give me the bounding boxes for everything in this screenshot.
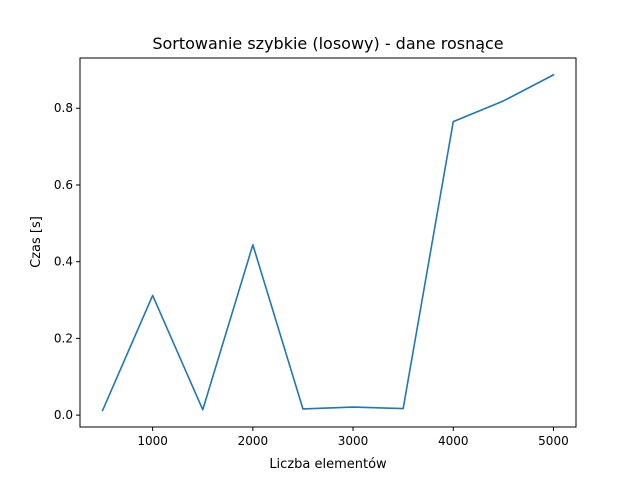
y-tick-label: 0.4 [54,255,73,269]
x-axis-label: Liczba elementów [269,457,387,472]
series-line [101,73,555,412]
y-tick-label: 0.6 [54,178,73,192]
x-axis: 1000 2000 3000 4000 5000 [137,427,569,448]
series-layer [101,73,555,412]
y-tick-label: 0.8 [54,101,73,115]
y-axis-label: Czas [s] [29,216,44,268]
x-tick-label: 4000 [438,434,469,448]
x-tick-label: 1000 [137,434,168,448]
axes-frame [79,57,577,428]
chart-title: Sortowanie szybkie (losowy) - dane rosną… [152,34,503,53]
x-tick-label: 3000 [338,434,369,448]
y-axis: 0.0 0.2 0.4 0.6 0.8 [54,101,80,422]
y-tick-label: 0.2 [54,331,73,345]
x-tick-label: 5000 [538,434,569,448]
y-tick-label: 0.0 [54,408,73,422]
x-tick-label: 2000 [238,434,269,448]
